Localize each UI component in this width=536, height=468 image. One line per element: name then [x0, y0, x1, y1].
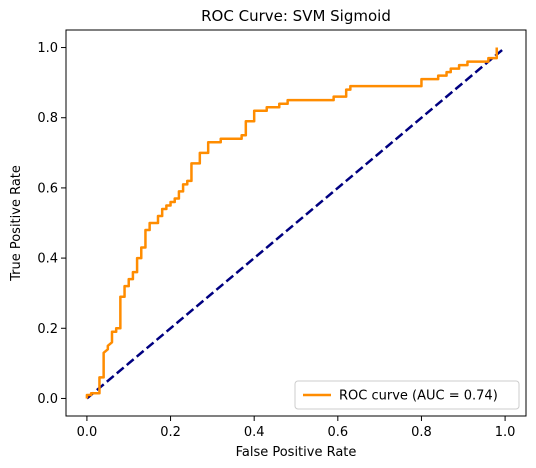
x-axis: 0.0 0.2 0.4 0.6 0.8 1.0: [77, 416, 516, 440]
y-tick-label: 0.2: [37, 322, 58, 337]
y-tick-label: 0.4: [37, 252, 58, 267]
y-tick-label: 0.6: [37, 181, 58, 196]
x-axis-label: False Positive Rate: [236, 445, 357, 460]
legend: ROC curve (AUC = 0.74): [294, 380, 520, 410]
y-tick-label: 0.0: [37, 392, 58, 407]
y-axis-label: True Positive Rate: [9, 165, 24, 282]
y-tick-label: 0.8: [37, 111, 58, 126]
x-tick-label: 0.8: [411, 425, 432, 440]
y-axis: 0.0 0.2 0.4 0.6 0.8 1.0: [37, 41, 66, 407]
x-tick-label: 1.0: [495, 425, 516, 440]
plot-frame: [65, 29, 527, 417]
legend-box: [294, 380, 520, 410]
x-tick-label: 0.4: [244, 425, 265, 440]
x-tick-label: 0.2: [160, 425, 181, 440]
legend-label-roc: ROC curve (AUC = 0.74): [339, 389, 498, 404]
roc-curve-line: [85, 47, 498, 399]
y-tick-label: 1.0: [37, 41, 58, 56]
x-tick-label: 0.0: [77, 425, 98, 440]
chart-title: ROC Curve: SVM Sigmoid: [201, 7, 391, 25]
x-tick-label: 0.6: [327, 425, 348, 440]
series-layer: [85, 46, 506, 400]
